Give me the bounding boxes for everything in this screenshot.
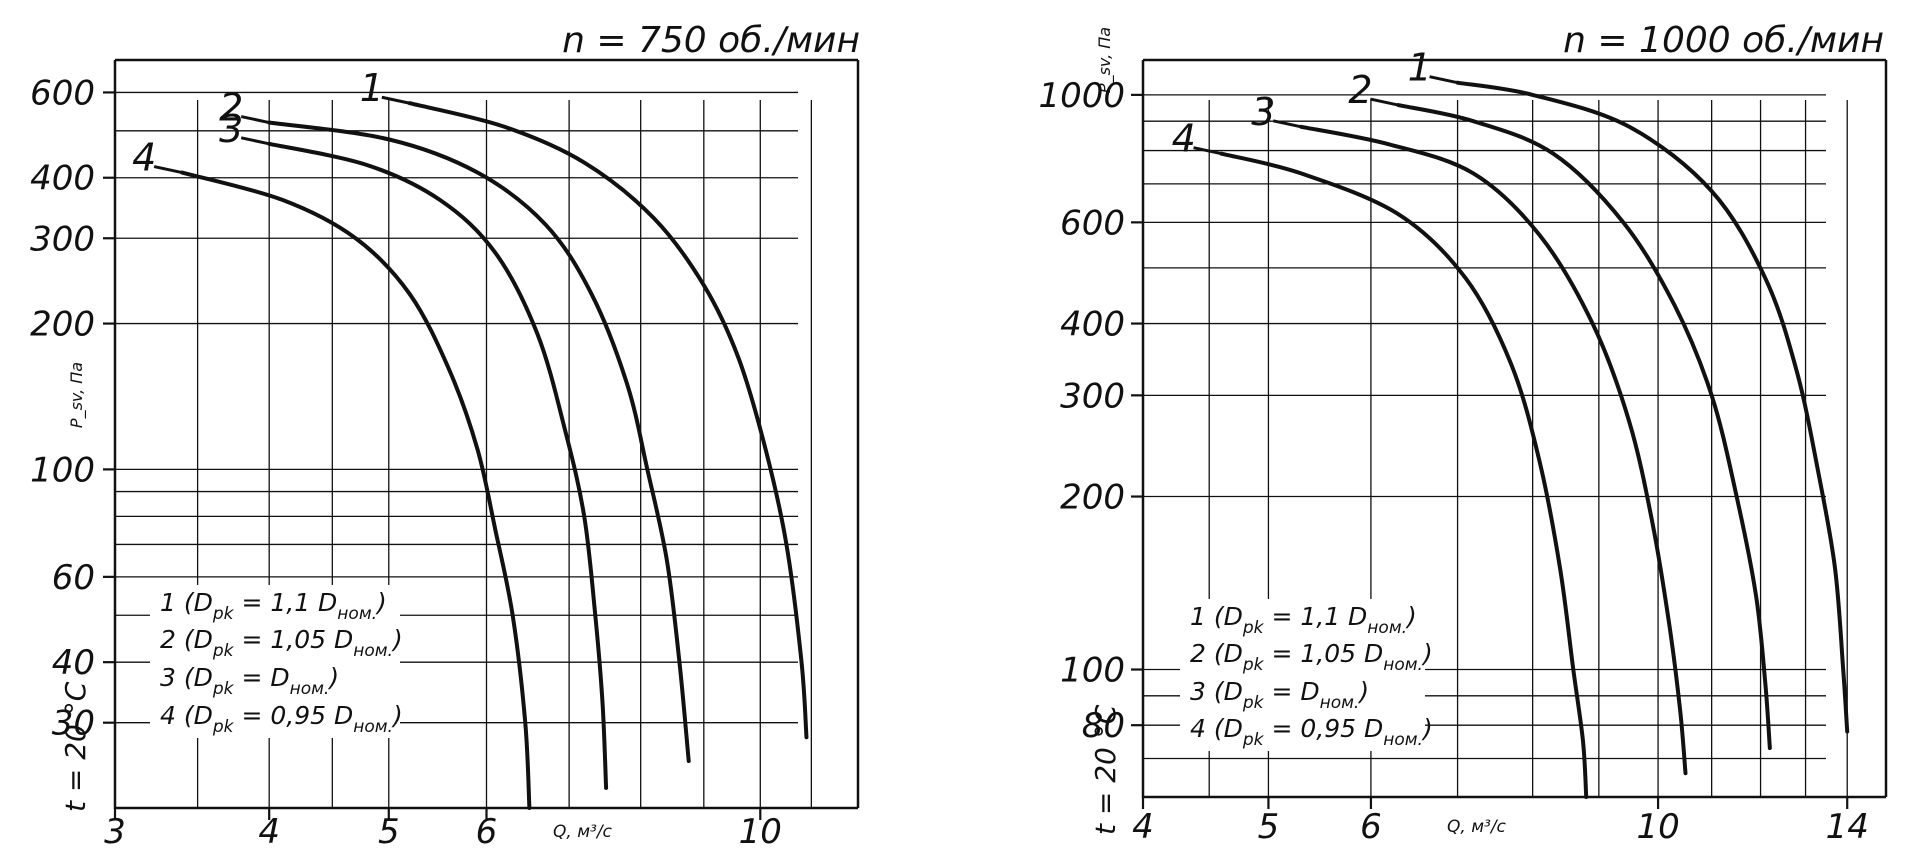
series-line-3 bbox=[1299, 124, 1688, 776]
chart-title: n = 1000 об./мин bbox=[1563, 20, 1884, 61]
x-tick-label: 3 bbox=[104, 812, 126, 852]
x-tick-label: 6 bbox=[476, 812, 498, 852]
y-tick-label: 600 bbox=[1060, 203, 1125, 243]
temperature-label: t = 20 °C bbox=[1089, 704, 1122, 835]
legend-entry-1: 1 (Dpk = 1,1 Dном.) bbox=[1190, 602, 1417, 638]
y-tick-label: 200 bbox=[30, 305, 95, 345]
series-label-4: 4 bbox=[132, 136, 156, 180]
x-axis-label: Q, м³/с bbox=[1447, 817, 1507, 837]
legend-entry-2: 2 (Dpk = 1,05 Dном.) bbox=[160, 625, 403, 661]
series-leader-1 bbox=[381, 95, 411, 105]
series-label-1: 1 bbox=[360, 66, 384, 110]
x-tick-label: 4 bbox=[258, 812, 280, 852]
x-tick-label: 6 bbox=[1360, 807, 1382, 847]
series-leader-4 bbox=[1193, 146, 1222, 156]
y-tick-label: 30 bbox=[52, 704, 95, 744]
y-tick-label: 400 bbox=[1060, 305, 1125, 345]
series-label-3: 3 bbox=[219, 107, 243, 151]
series-label-3: 3 bbox=[1251, 90, 1275, 134]
series-line-1 bbox=[407, 101, 809, 740]
series-leader-1 bbox=[1429, 75, 1458, 85]
chart-750-rpm: 30 40 60 100 200 300 400 600 3 4 5 6 10 n = 750 об./м… bbox=[30, 20, 860, 852]
y-tick-label: 400 bbox=[30, 159, 95, 199]
series-line-2 bbox=[1396, 103, 1772, 751]
series-label-2: 2 bbox=[219, 86, 243, 130]
temperature-label: t = 20 °C bbox=[59, 681, 92, 812]
x-tick-label: 14 bbox=[1826, 807, 1869, 847]
y-tick-label: 300 bbox=[30, 219, 95, 259]
series-leader-3 bbox=[1272, 119, 1302, 129]
y-axis-label: P_sv, Па bbox=[67, 362, 87, 428]
series-line-4 bbox=[180, 170, 532, 810]
y-tick-label: 80 bbox=[1082, 706, 1125, 746]
x-axis-label: Q, м³/с bbox=[553, 822, 613, 842]
x-tick-label: 4 bbox=[1132, 807, 1154, 847]
y-tick-label: 200 bbox=[1060, 478, 1125, 518]
series-line-2 bbox=[267, 120, 691, 764]
y-tick-label: 60 bbox=[52, 558, 95, 598]
legend-entry-4: 4 (Dpk = 0,95 Dном.) bbox=[1190, 714, 1433, 750]
series-leader-2 bbox=[240, 115, 270, 125]
y-tick-label: 1000 bbox=[1038, 76, 1125, 116]
x-tick-label: 10 bbox=[1636, 807, 1679, 847]
y-tick-label: 600 bbox=[30, 73, 95, 113]
series-line-1 bbox=[1455, 80, 1850, 734]
series-line-3 bbox=[267, 141, 609, 790]
legend-entry-2: 2 (Dpk = 1,05 Dном.) bbox=[1190, 639, 1433, 675]
legend-entry-1: 1 (Dpk = 1,1 Dном.) bbox=[160, 588, 387, 624]
series-label-4: 4 bbox=[1172, 117, 1196, 161]
series-label-2: 2 bbox=[1348, 68, 1372, 112]
series-line-4 bbox=[1219, 151, 1589, 799]
x-tick-label: 5 bbox=[1258, 807, 1280, 847]
legend-background bbox=[150, 585, 400, 738]
y-tick-label: 300 bbox=[1060, 376, 1125, 416]
legend-entry-4: 4 (Dpk = 0,95 Dном.) bbox=[160, 701, 403, 737]
chart-title: n = 750 об./мин bbox=[562, 20, 860, 61]
series-leader-3 bbox=[240, 136, 270, 146]
x-tick-label: 5 bbox=[378, 812, 400, 852]
x-tick-label: 10 bbox=[739, 812, 782, 852]
legend-entry-3: 3 (Dpk = Dном.) bbox=[1190, 677, 1369, 713]
series-label-1: 1 bbox=[1408, 46, 1432, 90]
y-tick-label: 40 bbox=[52, 643, 95, 683]
legend-background bbox=[1180, 599, 1425, 751]
y-tick-label: 100 bbox=[30, 450, 95, 490]
series-leader-4 bbox=[153, 165, 183, 175]
series-leader-2 bbox=[1370, 97, 1399, 107]
legend-entry-3: 3 (Dpk = Dном.) bbox=[160, 663, 339, 699]
y-tick-label: 100 bbox=[1060, 651, 1125, 691]
y-axis-label: P_sv, Па bbox=[1095, 27, 1115, 93]
